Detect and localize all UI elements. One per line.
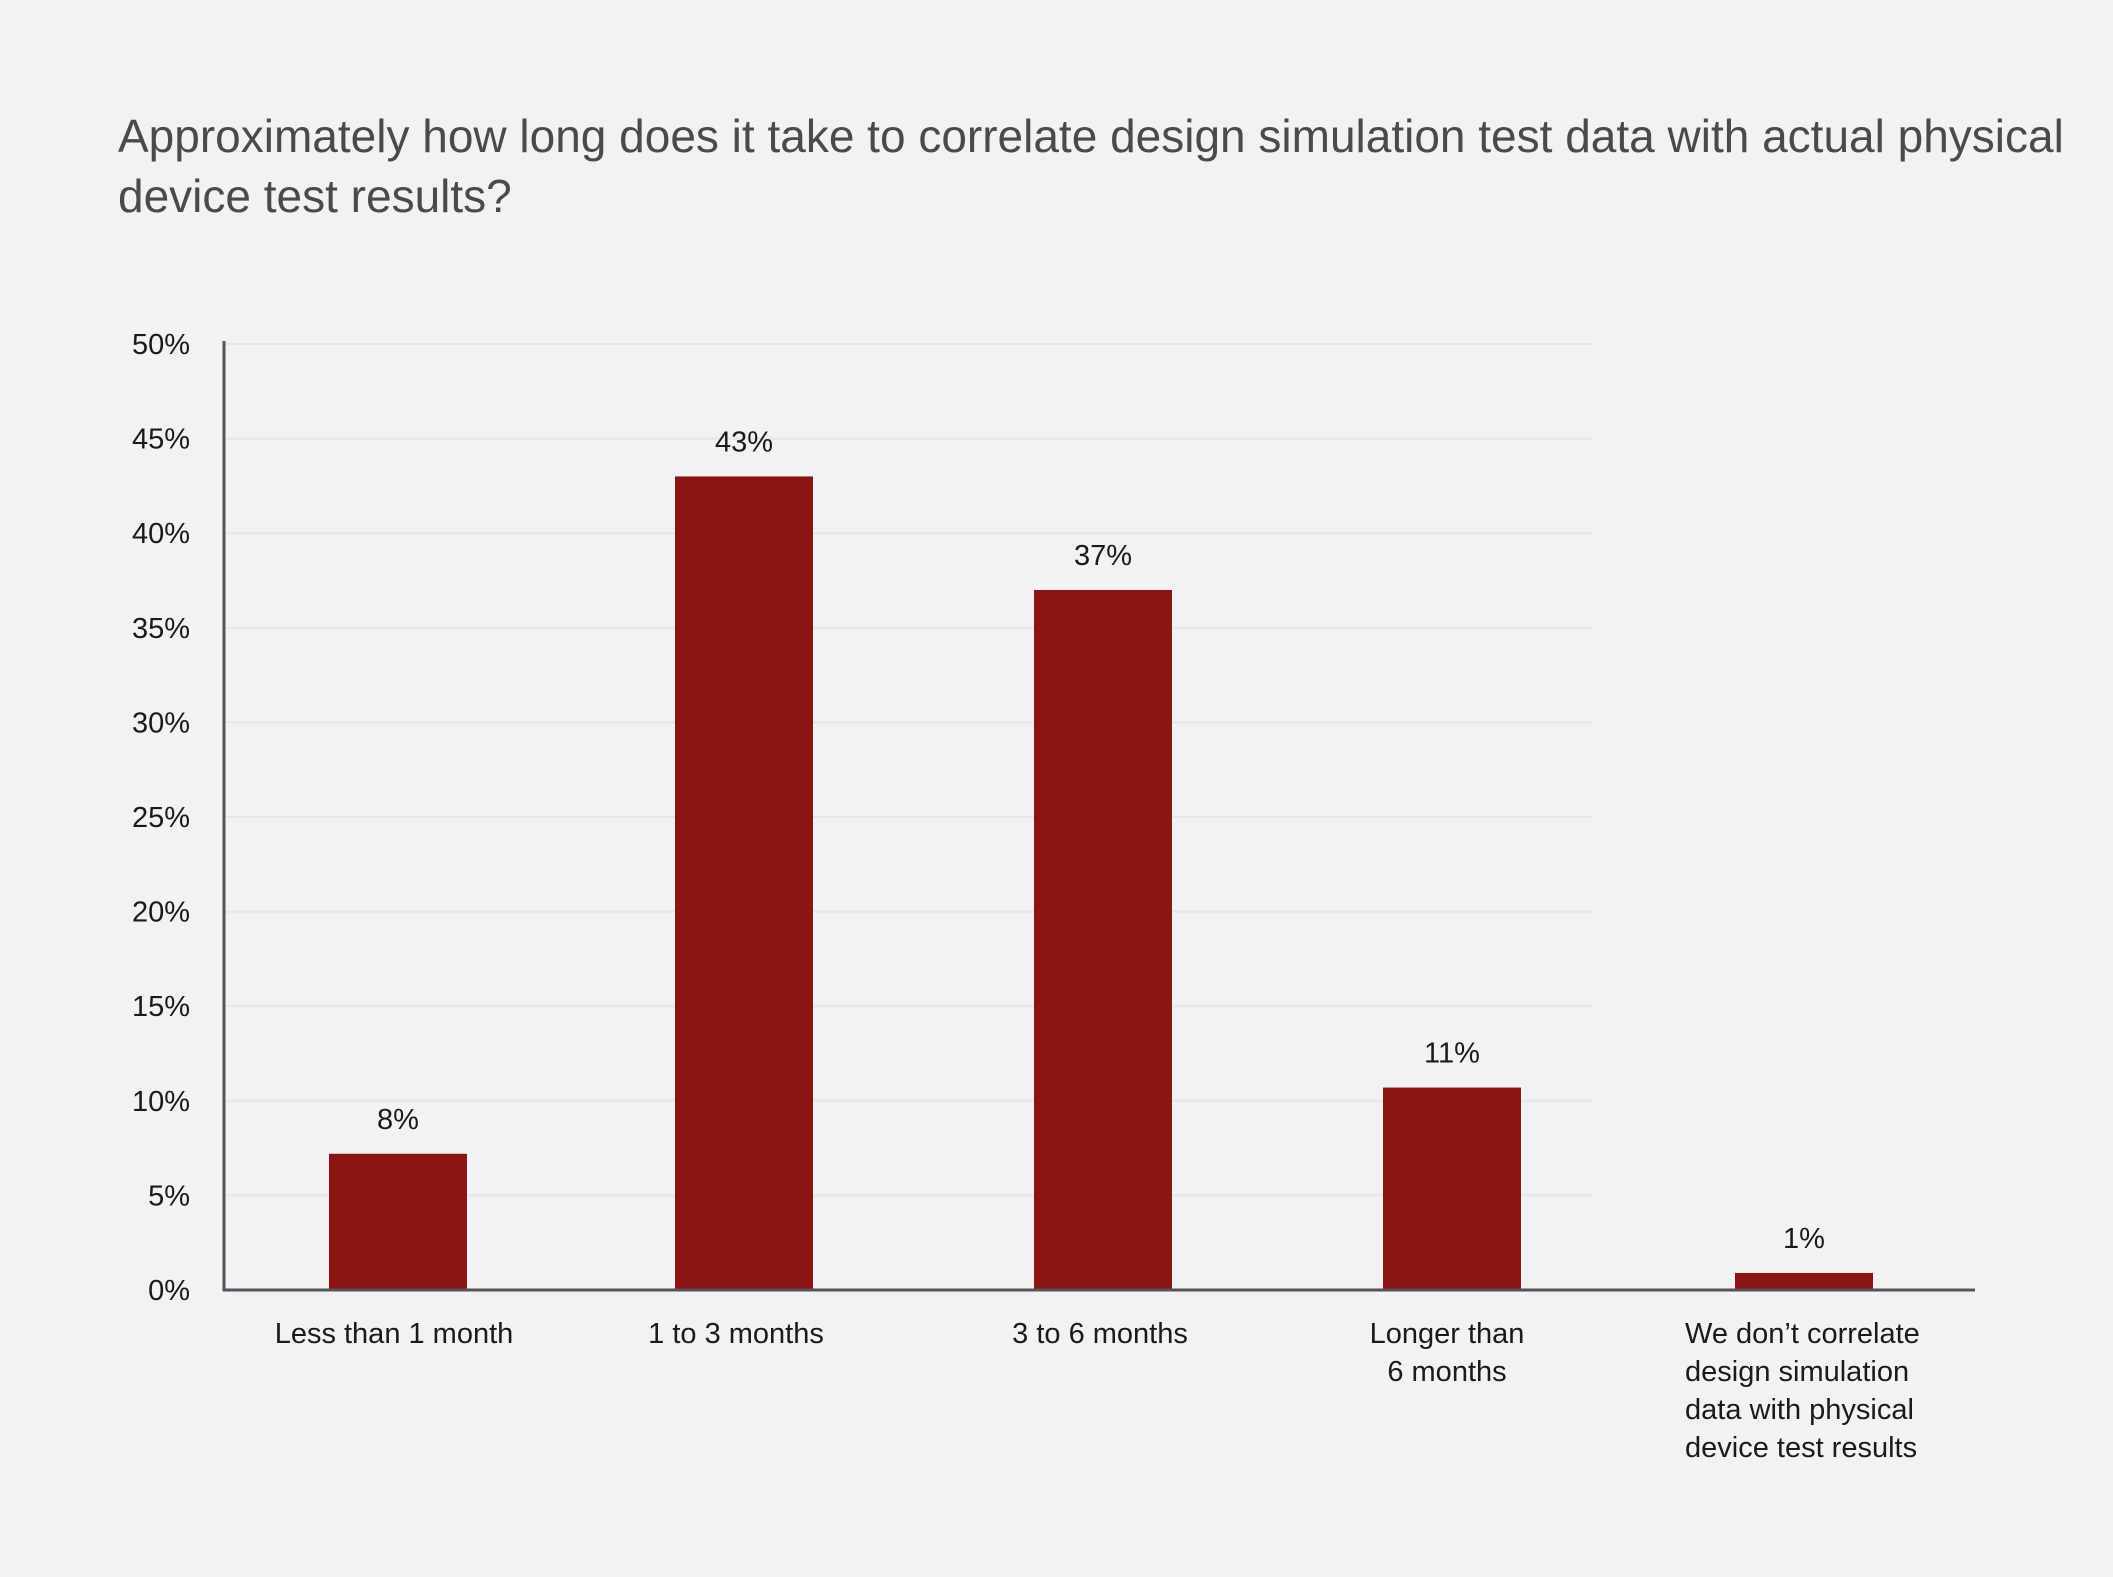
y-tick-label: 5% (148, 1180, 190, 1212)
chart-title-line: device test results? (118, 170, 512, 222)
data-label: 1% (1783, 1223, 1825, 1255)
x-category-label: device test results (1685, 1432, 1917, 1464)
x-category-label: data with physical (1685, 1394, 1914, 1426)
y-tick-label: 15% (132, 991, 190, 1023)
y-tick-label: 0% (148, 1275, 190, 1307)
axes (222, 341, 1975, 1292)
x-category-label: Less than 1 month (275, 1318, 514, 1350)
x-axis-categories: Less than 1 month 1 to 3 months 3 to 6 mon… (275, 1318, 1920, 1464)
x-category-label: We don’t correlate (1685, 1318, 1920, 1350)
bars (329, 476, 1873, 1290)
chart-title-line: Approximately how long does it take to c… (118, 110, 2064, 162)
x-category-label: design simulation (1685, 1356, 1909, 1388)
y-tick-label: 40% (132, 518, 190, 550)
y-tick-label: 20% (132, 897, 190, 929)
bar (329, 1153, 467, 1290)
bar (1735, 1272, 1873, 1290)
y-tick-label: 35% (132, 613, 190, 645)
data-label: 37% (1074, 540, 1132, 572)
bar (675, 476, 813, 1290)
x-category-label: 6 months (1387, 1356, 1506, 1388)
gridlines (224, 343, 1593, 1197)
y-tick-label: 50% (132, 329, 190, 361)
y-tick-label: 45% (132, 424, 190, 456)
data-label: 8% (377, 1104, 419, 1136)
x-category-label: Longer than (1370, 1318, 1525, 1350)
y-tick-label: 30% (132, 707, 190, 739)
y-tick-label: 25% (132, 802, 190, 834)
y-axis-ticks: 0% 5% 10% 15% 20% 25% 30% 35% 40% 45% 50% (132, 329, 190, 1307)
data-labels: 8% 43% 37% 11% 1% (377, 426, 1825, 1255)
data-label: 43% (715, 426, 773, 458)
y-tick-label: 10% (132, 1086, 190, 1118)
data-label: 11% (1424, 1038, 1480, 1070)
bar (1383, 1087, 1521, 1290)
bar (1034, 589, 1172, 1290)
x-category-label: 3 to 6 months (1012, 1318, 1188, 1350)
x-category-label: 1 to 3 months (648, 1318, 824, 1350)
chart-title: Approximately how long does it take to c… (118, 110, 2064, 222)
